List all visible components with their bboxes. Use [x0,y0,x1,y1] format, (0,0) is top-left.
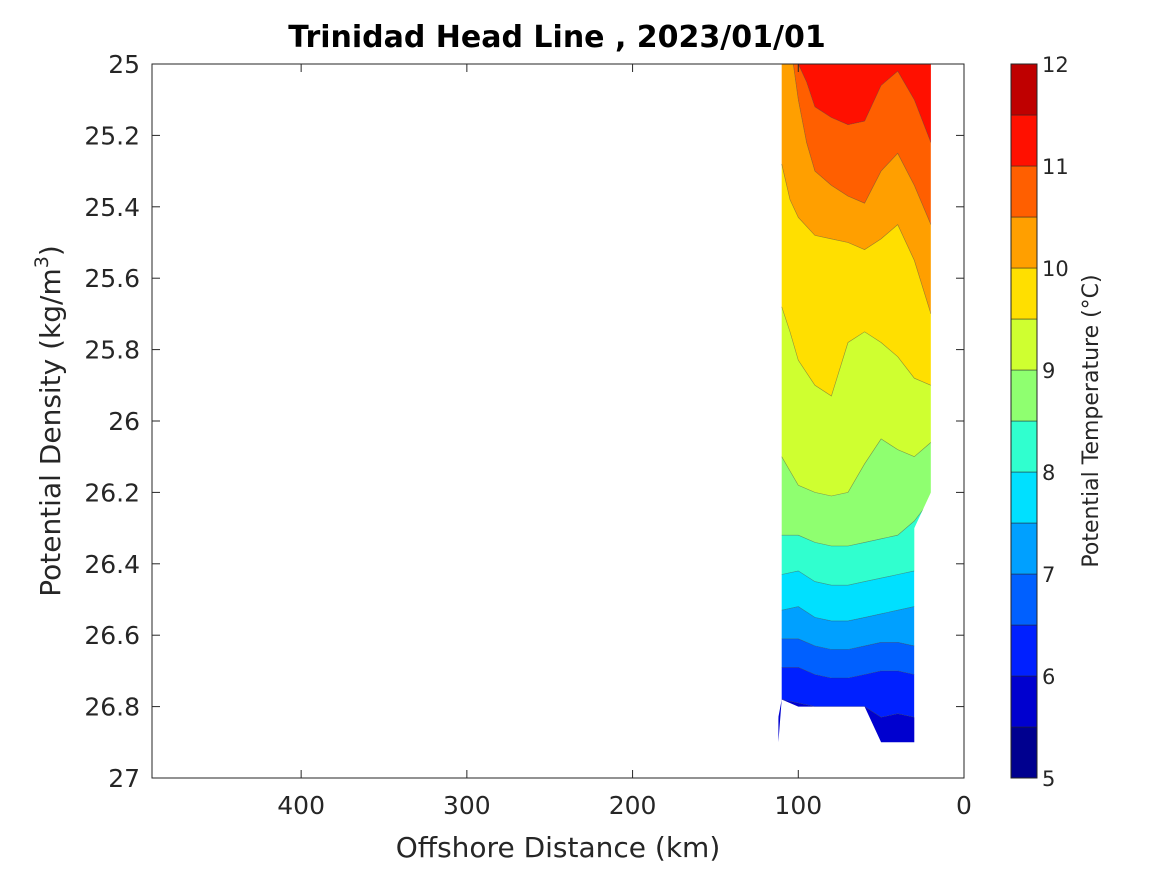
x-tick-label: 400 [277,791,325,820]
x-tick-label: 100 [774,791,822,820]
x-axis-title: Offshore Distance (km) [396,831,721,864]
colorbar-tick-label: 7 [1042,563,1055,587]
y-axis-title-sup: 3 [31,256,53,268]
isotherm-line [781,699,915,718]
contour-band [781,164,931,396]
colorbar-segment [1010,165,1038,218]
colorbar-segment [1010,63,1038,116]
isotherm-line [781,606,915,622]
colorbar-tick-label: 6 [1042,665,1055,689]
isotherm-line [781,64,931,143]
contour-band [781,638,915,678]
y-tick-label: 26.8 [84,693,140,722]
colorbar-box [1010,63,1038,779]
y-axis: 25 25.2 25.4 25.6 25.8 26 26.2 26.4 26.6 26.8 27 [84,50,964,793]
y-tick-label: 27 [108,764,140,793]
y-tick-label: 25.6 [84,264,140,293]
y-axis-title-end: ) [34,245,67,256]
plot-area [151,63,965,779]
y-tick-label: 25.8 [84,336,140,365]
isotherm-line [781,570,915,586]
colorbar-ticks: 5 6 7 8 9 10 11 12 [1042,53,1069,791]
x-tick-label: 200 [609,791,657,820]
colorbar-segment [1010,267,1038,320]
isotherm-line [781,499,931,547]
y-tick-label: 25.2 [84,121,140,150]
x-tick-label: 300 [443,791,491,820]
colorbar-segment [1010,420,1038,473]
isotherm-line [781,306,931,397]
contour-band [778,64,931,143]
y-tick-label: 25.4 [84,193,140,222]
contour-band [781,667,915,718]
y-tick-label: 26.6 [84,621,140,650]
colorbar-tick-label: 5 [1042,767,1055,791]
colorbar-tick-label: 12 [1042,53,1069,77]
y-tick-label: 26 [108,407,140,436]
chart-title: Trinidad Head Line , 2023/01/01 [288,20,825,55]
isotherm-line [781,638,915,650]
y-tick-label: 26.4 [84,550,140,579]
x-tick-label: 0 [956,791,972,820]
y-tick-label: 26.2 [84,478,140,507]
colorbar-tick-label: 8 [1042,461,1055,485]
colorbar-segments [1010,63,1038,779]
y-axis-title-main: Potential Density (kg/m [34,268,67,597]
isotherm-line [781,667,915,679]
isotherm-line [781,163,931,314]
contour-band [781,306,931,496]
contour-bands [778,64,931,743]
isotherm-line [781,438,931,497]
colorbar-tick-label: 10 [1042,257,1069,281]
colorbar-segment [1010,624,1038,677]
contour-band [778,699,931,743]
colorbar-segment [1010,318,1038,371]
colorbar-title: Potential Temperature (°C) [1079,274,1104,567]
colorbar-tick-label: 11 [1042,155,1069,179]
colorbar-segment [1010,675,1038,728]
colorbar-segment [1010,573,1038,626]
contour-band [781,499,931,586]
y-axis-title: Potential Density (kg/m3) [31,245,67,597]
colorbar-segment [1010,726,1038,779]
colorbar-segment [1010,216,1038,269]
colorbar-segment [1010,522,1038,575]
colorbar: 5 6 7 8 9 10 11 12 Potential Temperature (°C) [1010,53,1104,791]
contour-band [781,438,931,546]
contour-band [781,64,931,225]
colorbar-segment [1010,114,1038,167]
colorbar-tick-label: 9 [1042,359,1055,383]
contour-band [781,570,915,621]
colorbar-segment [1010,471,1038,524]
contour-band [781,606,915,650]
y-tick-label: 25 [108,50,140,79]
colorbar-segment [1010,369,1038,422]
contour-lines [781,64,931,718]
x-axis: 400 300 200 100 0 [277,64,972,820]
isotherm-line [781,64,931,225]
